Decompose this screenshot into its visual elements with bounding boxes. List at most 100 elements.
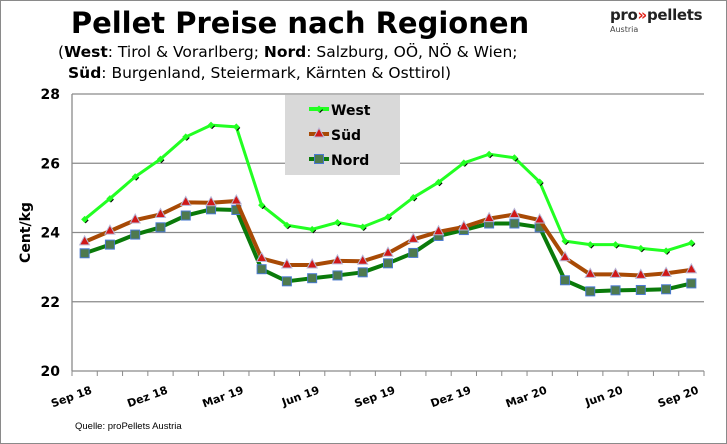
region-name: Nord xyxy=(263,43,307,61)
data-point-nord xyxy=(610,285,621,296)
legend-label-nord: Nord xyxy=(331,153,369,169)
data-point-nord xyxy=(509,218,520,229)
data-point-west xyxy=(359,223,367,231)
data-point-nord xyxy=(155,222,166,233)
region-description: ( xyxy=(58,43,65,61)
data-point-nord xyxy=(281,276,292,287)
data-point-west xyxy=(182,133,190,141)
data-point-west xyxy=(156,155,164,163)
region-name: West xyxy=(64,43,108,61)
data-point-nord xyxy=(79,248,90,259)
region-description: : Salzburg, OÖ, NÖ & Wien; xyxy=(306,43,518,61)
data-point-west xyxy=(612,241,620,249)
data-point-süd xyxy=(584,267,597,278)
data-point-süd xyxy=(205,195,217,207)
data-point-süd xyxy=(129,213,142,224)
data-point-nord xyxy=(661,284,672,295)
region-name: Süd xyxy=(68,64,102,82)
subtitle-line: (West: Tirol & Vorarlberg; Nord: Salzbur… xyxy=(58,42,618,63)
data-point-west xyxy=(207,121,215,129)
data-point-süd xyxy=(154,207,167,218)
y-axis-label: Cent/kg xyxy=(18,202,34,263)
y-tick-label: 24 xyxy=(41,226,61,242)
legend xyxy=(285,95,400,175)
data-point-nord xyxy=(686,278,697,289)
region-description: : Burgenland, Steiermark, Kärnten & Ostt… xyxy=(101,64,452,82)
data-point-west xyxy=(485,150,493,158)
data-point-süd xyxy=(382,246,394,257)
data-point-süd xyxy=(281,258,293,269)
legend-marker-west xyxy=(315,105,323,113)
data-point-west xyxy=(308,225,316,233)
data-point-west xyxy=(409,194,417,202)
data-point-süd xyxy=(634,268,647,279)
y-tick-label: 28 xyxy=(41,87,60,103)
data-point-nord xyxy=(180,210,191,221)
data-point-west xyxy=(561,237,569,245)
data-point-west xyxy=(131,173,139,181)
x-tick-label: Sep 18 xyxy=(49,384,93,411)
data-point-süd xyxy=(483,211,495,223)
data-point-west xyxy=(510,154,518,162)
x-tick-label: Dez 18 xyxy=(125,384,169,411)
data-point-west xyxy=(258,201,266,209)
data-point-süd xyxy=(255,251,268,262)
data-point-west xyxy=(81,215,89,223)
y-tick-label: 20 xyxy=(41,364,61,380)
x-tick-label: Sep 20 xyxy=(656,383,701,410)
data-point-süd xyxy=(432,224,445,236)
data-point-west xyxy=(106,195,114,203)
data-point-west xyxy=(460,159,468,167)
x-tick-label: Mar 20 xyxy=(504,383,549,410)
legend-label-west: West xyxy=(331,103,371,119)
data-point-süd xyxy=(306,258,319,269)
data-point-süd xyxy=(508,207,521,218)
data-point-west xyxy=(232,123,240,131)
chart-subtitle: (West: Tirol & Vorarlberg; Nord: Salzbur… xyxy=(58,42,618,84)
data-point-west xyxy=(662,247,670,255)
data-point-west xyxy=(637,244,645,252)
x-tick-label: Sep 19 xyxy=(353,384,397,411)
x-tick-label: Dez 19 xyxy=(429,384,473,411)
x-tick-label: Jun 19 xyxy=(279,384,321,410)
data-point-nord xyxy=(307,273,318,284)
y-tick-label: 22 xyxy=(41,295,60,311)
data-point-süd xyxy=(685,262,698,274)
data-point-nord xyxy=(357,267,368,278)
data-point-süd xyxy=(609,267,622,278)
data-point-süd xyxy=(533,213,546,224)
data-point-west xyxy=(536,178,544,186)
x-tick-label: Jun 20 xyxy=(583,383,625,409)
data-point-süd xyxy=(356,254,369,265)
chart-title: Pellet Preise nach Regionen xyxy=(70,6,530,40)
data-point-süd xyxy=(660,266,672,277)
data-point-west xyxy=(687,239,695,247)
source-note: Quelle: proPellets Austria xyxy=(75,421,182,432)
data-point-süd xyxy=(230,193,243,205)
legend-label-süd: Süd xyxy=(331,128,361,144)
y-tick-label: 26 xyxy=(41,156,60,172)
data-point-süd xyxy=(104,224,116,235)
data-point-nord xyxy=(408,247,419,258)
data-point-nord xyxy=(104,239,115,250)
region-description: : Tirol & Vorarlberg; xyxy=(107,43,264,61)
data-point-süd xyxy=(331,253,344,265)
data-point-west xyxy=(333,218,341,226)
subtitle-line: Süd: Burgenland, Steiermark, Kärnten & O… xyxy=(58,63,618,84)
data-point-süd xyxy=(407,232,420,243)
data-point-west xyxy=(435,178,443,186)
data-point-süd xyxy=(78,234,91,246)
data-point-nord xyxy=(559,275,570,286)
legend-marker-nord xyxy=(314,154,324,164)
data-point-nord xyxy=(256,264,267,275)
data-point-nord xyxy=(635,284,646,295)
data-point-nord xyxy=(383,258,393,269)
data-point-nord xyxy=(332,270,343,281)
data-point-west xyxy=(586,241,594,249)
data-point-west xyxy=(283,221,291,229)
data-point-süd xyxy=(179,195,192,206)
data-point-süd xyxy=(559,250,571,262)
propellets-logo: pro»pellets Austria xyxy=(610,6,703,34)
x-tick-label: Mar 19 xyxy=(201,384,246,411)
